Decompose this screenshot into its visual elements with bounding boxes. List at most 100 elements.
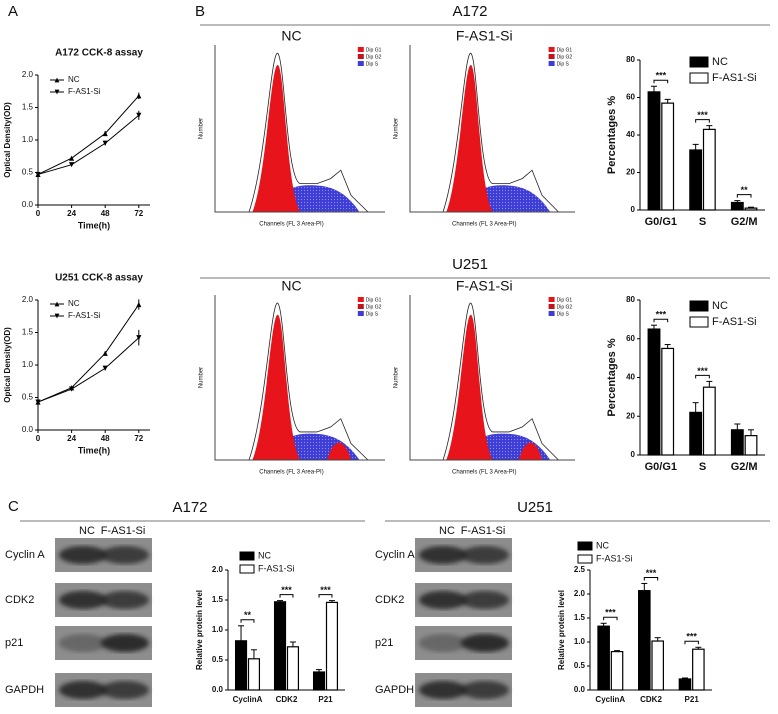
- legend-swatch: [577, 554, 593, 564]
- bar: [702, 128, 716, 211]
- x-axis-label: Time(h): [78, 445, 110, 455]
- y-tick-label: 0.5: [212, 655, 224, 664]
- bar: [247, 658, 261, 691]
- y-tick-label: 1.0: [212, 625, 224, 634]
- legend-swatch: [548, 61, 555, 66]
- panel-label: A: [8, 3, 18, 20]
- protein-label: GAPDH: [5, 684, 44, 696]
- bar: [312, 671, 326, 691]
- y-tick-label: 0.5: [22, 393, 34, 402]
- y-tick-label: 1.5: [574, 613, 586, 622]
- outline: [248, 302, 369, 461]
- sig-bracket: [603, 616, 618, 621]
- band: [461, 681, 509, 699]
- point: [102, 130, 108, 137]
- sig-bracket: [240, 619, 255, 623]
- sig-bracket: [279, 594, 294, 598]
- y-tick-label: 2.0: [212, 565, 224, 574]
- flow-title: NC: [281, 28, 301, 44]
- protein-label: Cyclin A: [375, 549, 415, 561]
- flow-legend: Dip G1: [366, 297, 382, 303]
- flow-legend: Dip S: [366, 61, 379, 67]
- lane-label: NC: [79, 525, 95, 537]
- sig-bracket: [695, 374, 710, 379]
- y-tick-label: 0.5: [22, 168, 34, 177]
- band: [59, 634, 107, 652]
- legend-label: F-AS1-Si: [258, 563, 295, 573]
- band: [419, 546, 467, 564]
- sig-label: ***: [605, 608, 616, 618]
- red-peak: [252, 314, 300, 460]
- band: [59, 681, 107, 699]
- flow-y-label: Number: [199, 118, 205, 139]
- sig-bracket: [736, 194, 752, 198]
- x-tick-label: 72: [134, 209, 143, 218]
- point: [35, 399, 41, 405]
- bar: [744, 207, 758, 211]
- protein-label: p21: [5, 637, 23, 649]
- flow-title: F-AS1-Si: [456, 278, 513, 294]
- legend-label: NC: [68, 75, 80, 84]
- x-tick-label: S: [699, 216, 706, 228]
- y-tick-label: 1.5: [22, 103, 34, 112]
- flow-legend: Dip S: [557, 61, 570, 67]
- bar: [730, 201, 744, 211]
- bar: [234, 640, 248, 691]
- y-tick-label: 2.0: [22, 295, 34, 304]
- band: [101, 681, 149, 699]
- flow-y-label: Number: [394, 118, 400, 139]
- x-tick-label: P21: [318, 695, 333, 704]
- band: [101, 546, 149, 564]
- band: [461, 634, 509, 652]
- flow-x-label: Channels (FL 3 Area-PI): [259, 222, 323, 228]
- x-tick-label: 72: [134, 434, 143, 443]
- bar: [744, 435, 758, 456]
- point: [69, 155, 75, 161]
- y-tick-label: 0.0: [22, 425, 34, 434]
- bar: [286, 646, 300, 691]
- chart-title: U251 CCK-8 assay: [55, 273, 143, 284]
- bar: [325, 601, 339, 691]
- flow-legend: Dip G1: [366, 47, 382, 53]
- y-tick-label: 1.5: [212, 595, 224, 604]
- x-tick-label: G0/G1: [645, 461, 677, 473]
- x-tick-label: G2/M: [731, 461, 758, 473]
- sig-bracket: [643, 576, 659, 581]
- y-axis-label: Relative protein level: [195, 590, 204, 670]
- legend-swatch: [357, 304, 364, 309]
- sig-label: ***: [686, 632, 697, 642]
- section-title: U251: [517, 499, 553, 516]
- y-tick-label: 20: [626, 411, 635, 420]
- legend-marker: [54, 301, 60, 307]
- protein-label: GAPDH: [375, 684, 414, 696]
- legend-swatch: [357, 311, 364, 316]
- y-tick-label: 1.5: [22, 328, 34, 337]
- point: [102, 140, 108, 146]
- legend-label: NC: [68, 299, 80, 308]
- sig-label: ***: [281, 585, 292, 595]
- bar: [638, 590, 651, 691]
- y-tick-label: 2.5: [574, 565, 586, 574]
- flow-title: NC: [281, 278, 301, 294]
- y-tick-label: 1.0: [22, 135, 34, 144]
- flow-x-label: Channels (FL 3 Area-PI): [452, 470, 516, 476]
- bar: [661, 102, 675, 211]
- legend-swatch: [357, 47, 364, 52]
- legend-swatch: [689, 316, 709, 328]
- bar: [597, 625, 610, 691]
- x-tick-label: 0: [36, 434, 41, 443]
- chart-title: A172 CCK-8 assay: [55, 48, 143, 59]
- bar: [689, 149, 703, 211]
- flow-legend: Dip S: [557, 311, 570, 317]
- sig-label: **: [741, 185, 749, 195]
- legend-label: F-AS1-Si: [68, 311, 101, 320]
- panel-label: C: [8, 498, 19, 515]
- legend-swatch: [548, 304, 555, 309]
- y-tick-label: 20: [626, 168, 635, 177]
- sig-bracket: [653, 318, 669, 323]
- sig-bracket: [318, 594, 333, 598]
- legend-swatch: [357, 297, 364, 302]
- y-axis-label: Relative protein level: [557, 590, 566, 670]
- protein-label: CDK2: [375, 594, 404, 606]
